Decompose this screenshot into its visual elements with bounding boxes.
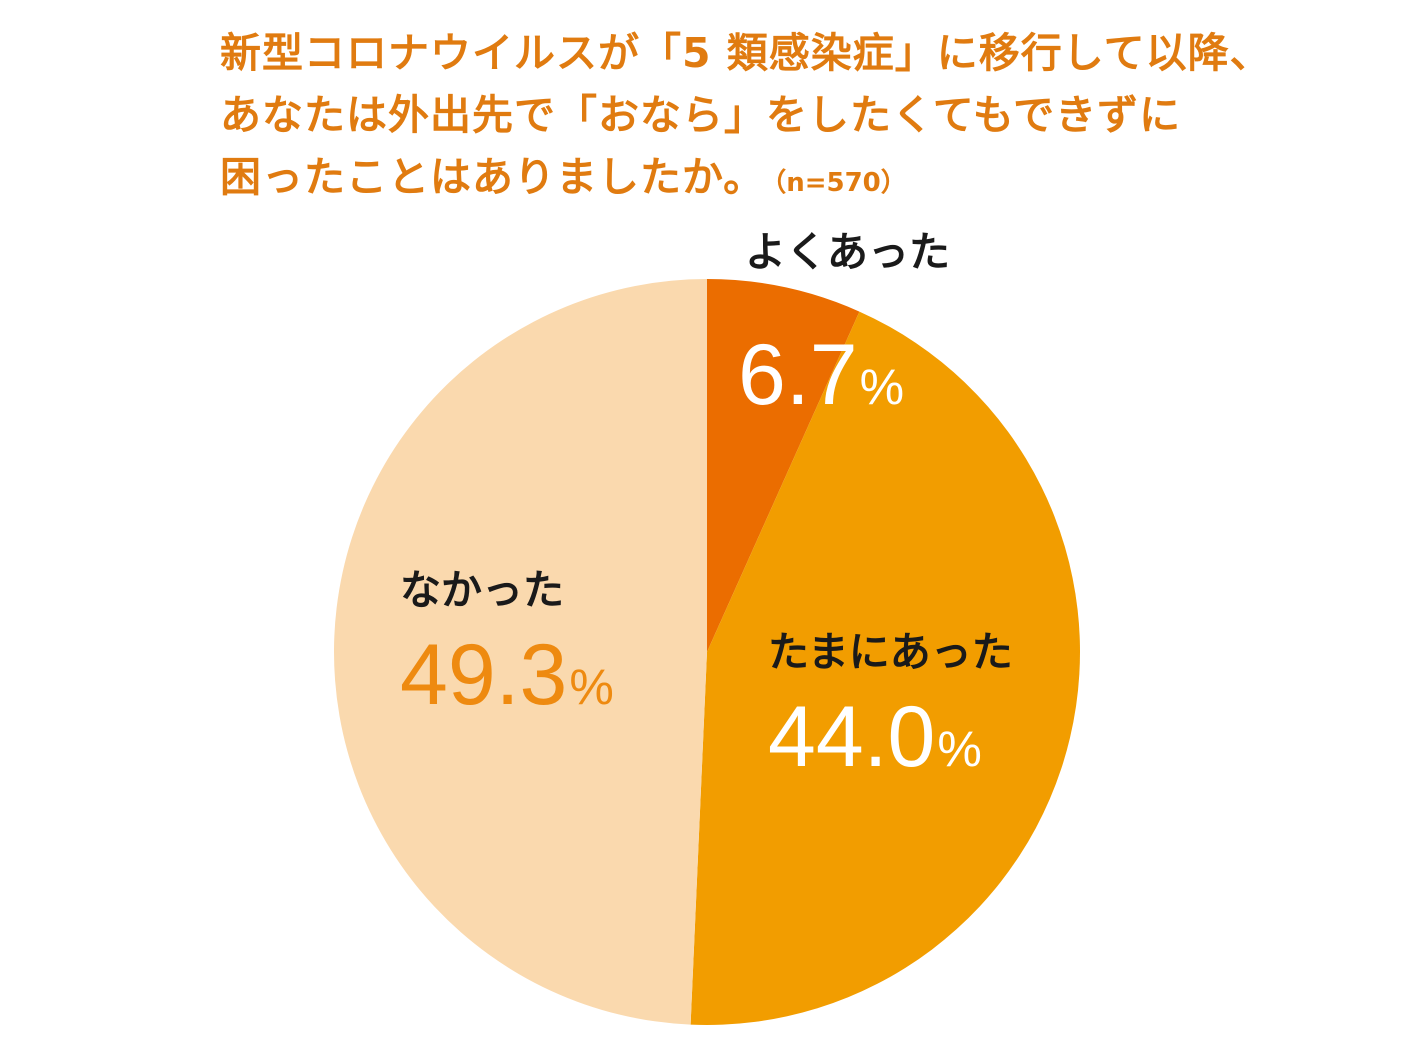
title-line-3-text: 困ったことはありましたか。 bbox=[220, 153, 766, 201]
label-sometimes: たまにあった 44.0% bbox=[768, 618, 1013, 780]
value-often-number: 6.7 bbox=[738, 327, 858, 423]
value-often: 6.7% bbox=[738, 332, 904, 418]
title-line-2: あなたは外出先で「おなら」をしたくてもできずに bbox=[220, 91, 1182, 139]
slice-often bbox=[707, 279, 860, 652]
value-often-percent: % bbox=[859, 359, 905, 415]
chart-title: 新型コロナウイルスが「5 類感染症」に移行して以降、 あなたは外出先で「おなら」… bbox=[220, 22, 1320, 214]
label-never: なかった 49.3% bbox=[400, 556, 614, 718]
title-line-1: 新型コロナウイルスが「5 類感染症」に移行して以降、 bbox=[220, 29, 1272, 77]
value-sometimes-number: 44.0 bbox=[768, 689, 936, 785]
sample-size: （n=570） bbox=[773, 168, 907, 198]
label-never-category: なかった bbox=[400, 566, 564, 614]
label-sometimes-category: たまにあった bbox=[768, 628, 1013, 676]
label-often-category: よくあった bbox=[745, 228, 950, 276]
value-sometimes-percent: % bbox=[937, 721, 982, 777]
slice-never bbox=[333, 279, 707, 1025]
value-never-number: 49.3 bbox=[400, 627, 568, 723]
value-never-percent: % bbox=[569, 659, 614, 715]
slice-sometimes bbox=[690, 311, 1081, 1025]
label-often: よくあった bbox=[745, 218, 950, 278]
title-line-3: 困ったことはありましたか。 （n=570） bbox=[220, 146, 1320, 214]
